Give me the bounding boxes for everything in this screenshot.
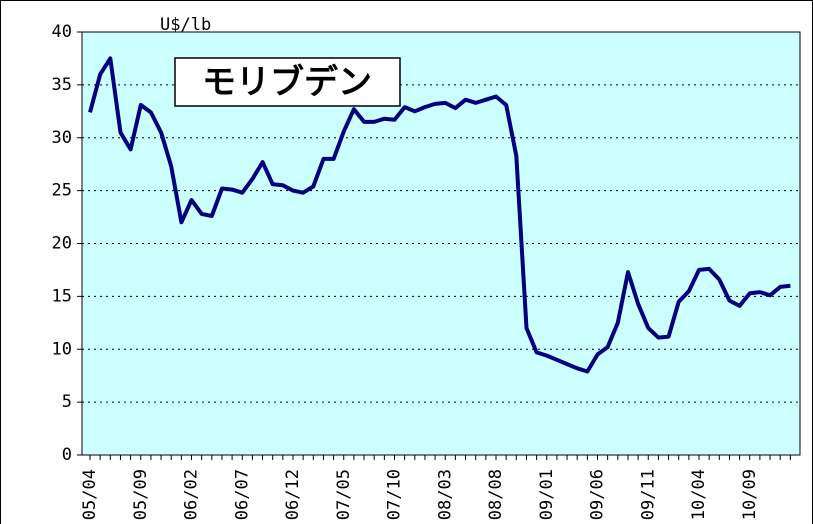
y-tick-label: 15 — [52, 286, 72, 306]
chart-title: モリブデン — [202, 63, 372, 103]
y-tick-label: 5 — [62, 392, 72, 412]
x-tick-label: 06/07 — [232, 469, 252, 520]
y-axis-unit: U$/lb — [160, 15, 211, 35]
x-tick-label: 07/10 — [385, 469, 405, 520]
y-tick-label: 30 — [52, 128, 72, 148]
x-tick-label: 06/02 — [182, 469, 202, 520]
y-tick-label: 10 — [52, 339, 72, 359]
y-tick-label: 20 — [52, 234, 72, 254]
x-tick-label: 09/01 — [537, 469, 557, 520]
x-tick-label: 09/06 — [588, 469, 608, 520]
x-tick-label: 08/08 — [486, 469, 506, 520]
title-box — [174, 57, 401, 107]
y-tick-label: 35 — [52, 75, 72, 95]
x-tick-label: 10/09 — [740, 469, 760, 520]
y-tick-label: 40 — [52, 22, 72, 42]
price-line — [88, 56, 791, 374]
y-tick-label: 25 — [52, 181, 72, 201]
x-tick-label: 05/04 — [80, 469, 100, 520]
y-tick-label: 0 — [62, 445, 72, 465]
x-tick-label: 09/11 — [638, 469, 658, 520]
x-tick-label: 08/03 — [435, 469, 455, 520]
x-tick-label: 10/04 — [689, 469, 709, 520]
x-tick-label: 06/12 — [283, 469, 303, 520]
x-tick-label: 05/09 — [131, 469, 151, 520]
x-tick-label: 07/05 — [334, 469, 354, 520]
